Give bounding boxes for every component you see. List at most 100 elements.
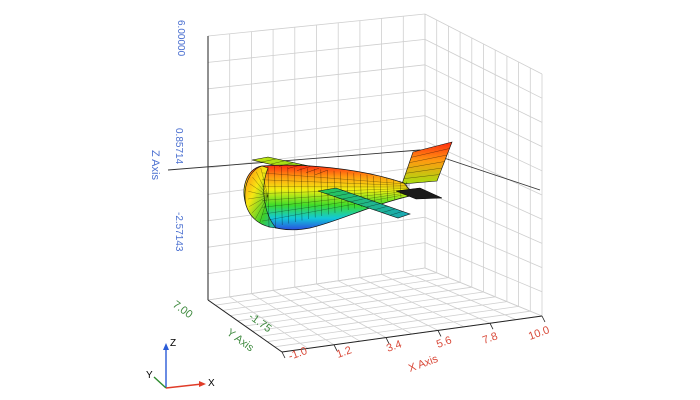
- mesh-line: [409, 154, 448, 163]
- mesh-line: [294, 167, 296, 223]
- mesh-line: [320, 169, 323, 217]
- mesh-line: [341, 195, 359, 200]
- mesh-line: [313, 168, 316, 218]
- z-axis-title: Z Axis: [149, 150, 161, 180]
- grid-line: [207, 39, 426, 63]
- grid-line: [207, 64, 426, 90]
- grid-line: [424, 191, 543, 244]
- x-tick-label: 10.0: [527, 324, 551, 343]
- grid-line: [244, 291, 484, 327]
- grid-line: [207, 115, 426, 142]
- mesh-line: [373, 176, 375, 205]
- mesh-line: [300, 167, 303, 221]
- mesh-line: [260, 158, 277, 163]
- mesh-line: [365, 203, 381, 208]
- mesh-line: [260, 167, 269, 197]
- grid-line: [207, 242, 426, 274]
- mesh-line: [278, 162, 294, 167]
- grid-line: [207, 267, 426, 301]
- mesh-line: [386, 178, 389, 202]
- mesh-line: [248, 195, 269, 200]
- mesh-line: [399, 180, 402, 199]
- triad-x-arrowhead: [199, 381, 206, 387]
- triad-x-label: X: [208, 378, 215, 389]
- x-tick-label: 5.6: [435, 334, 453, 351]
- x-tick-label: 7.8: [481, 330, 499, 347]
- mesh-line: [346, 172, 349, 211]
- mesh-line: [256, 171, 269, 197]
- x-tick-label: 3.4: [385, 338, 403, 355]
- axis-orientation-triad: Z X Y: [146, 338, 215, 389]
- x-tick-mark: [541, 315, 546, 323]
- mesh-line: [248, 191, 269, 197]
- triad-y-label: Y: [146, 370, 153, 381]
- airplane-surface[interactable]: [243, 141, 453, 231]
- mesh-line: [261, 190, 411, 208]
- mesh-line: [305, 168, 320, 173]
- mesh-line: [280, 166, 283, 226]
- mesh-line: [325, 190, 344, 194]
- grid-line: [424, 64, 543, 123]
- z-axis-ticks: 6.00000 0.85714 -2.57143: [173, 20, 186, 252]
- x-axis-line: [281, 315, 543, 353]
- triad-y-arrow: [153, 376, 167, 389]
- grid-line: [207, 216, 426, 248]
- mesh-line: [261, 193, 411, 222]
- tail-fin: [401, 141, 453, 185]
- x-axis-ticks: -1.0 1.2 3.4 5.6 7.8 10.0: [287, 324, 551, 363]
- grid-line: [230, 282, 461, 316]
- grid-line: [207, 140, 426, 169]
- triad-x-arrow: [165, 383, 203, 389]
- mesh-line: [261, 179, 411, 186]
- grid-line: [207, 89, 426, 116]
- grid-line: [252, 296, 496, 332]
- mesh-line: [349, 198, 366, 203]
- fuselage: [243, 164, 415, 231]
- mesh-line: [255, 195, 269, 220]
- mesh-line: [381, 208, 396, 213]
- wing-mesh: [260, 148, 450, 216]
- mesh-line: [287, 164, 303, 169]
- grid-line: [424, 115, 543, 172]
- x-tick-label: 1.2: [335, 344, 353, 361]
- grid-line: [237, 286, 472, 322]
- x-tick-mark: [333, 344, 338, 351]
- triad-z-label: Z: [170, 338, 176, 349]
- x-tick-mark: [437, 330, 442, 337]
- grid-line: [259, 301, 507, 337]
- grid-line: [424, 242, 543, 293]
- grid-line: [222, 277, 449, 311]
- x-axis-title: X Axis: [407, 353, 440, 375]
- mesh-line: [261, 192, 411, 215]
- tail-plane: [395, 187, 443, 200]
- mesh-line: [307, 168, 309, 220]
- grid-line: [274, 310, 531, 348]
- grid-line: [424, 13, 543, 75]
- mesh-line: [249, 195, 269, 207]
- mesh-line: [296, 166, 311, 171]
- mesh-line: [261, 172, 411, 185]
- grid-line: [215, 272, 437, 306]
- mesh-line: [274, 166, 276, 227]
- y-tick-label: 7.00: [170, 299, 194, 321]
- mesh-line: [411, 148, 450, 158]
- mesh-line: [403, 174, 440, 179]
- grid-line: [207, 13, 426, 37]
- mesh-line: [267, 165, 270, 229]
- mesh-line: [333, 192, 351, 197]
- z-tick-label: 0.85714: [173, 128, 184, 165]
- mesh-line: [249, 183, 269, 197]
- grid-line: [424, 216, 543, 268]
- mesh-line: [252, 176, 269, 197]
- mesh-line: [259, 195, 269, 224]
- mesh-line: [251, 195, 269, 214]
- y-tick-label: -1.75: [246, 311, 273, 335]
- x-tick-label: -1.0: [287, 345, 309, 363]
- grid-line: [424, 39, 543, 99]
- x-tick-mark: [489, 323, 494, 330]
- mesh-line: [407, 161, 445, 169]
- grid-line: [424, 89, 543, 147]
- mesh-line: [373, 205, 388, 211]
- triad-z-arrowhead: [163, 343, 169, 350]
